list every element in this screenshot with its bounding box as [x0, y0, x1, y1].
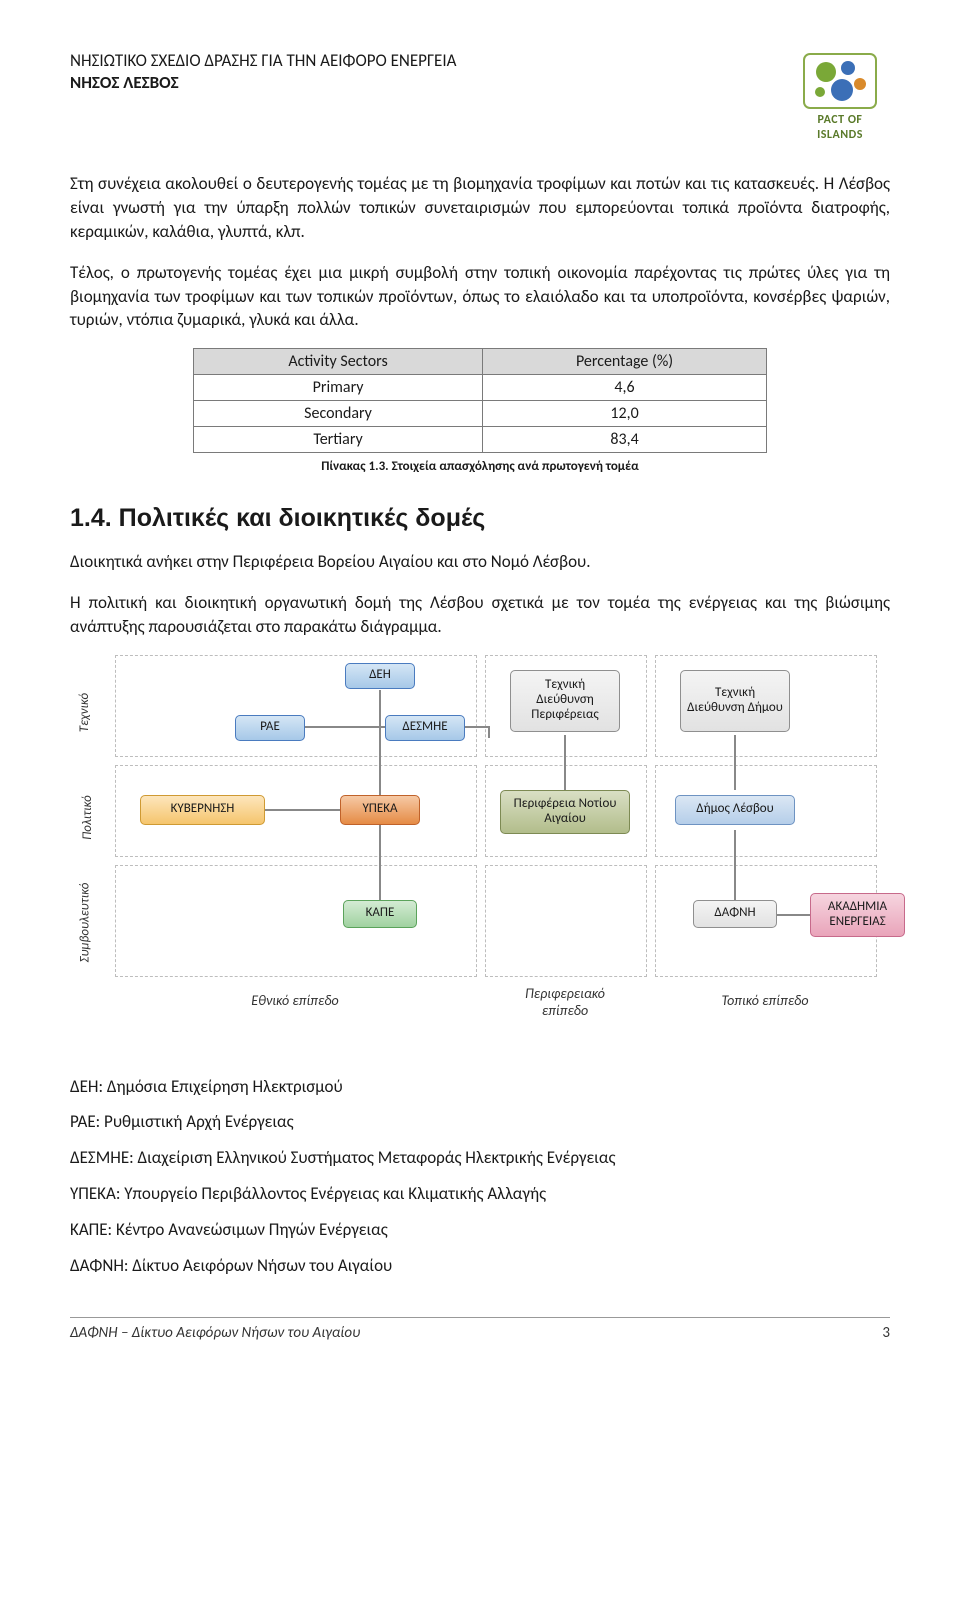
abbrev-item: ΔΕΗ: Δημόσια Επιχείρηση Ηλεκτρισμού	[70, 1075, 890, 1099]
col-label-regional: Περιφερειακό επίπεδο	[505, 985, 625, 1019]
node-td-dimou: Τεχνική Διεύθυνση Δήμου	[680, 670, 790, 732]
paragraph-1: Στη συνέχεια ακολουθεί ο δευτερογενής το…	[70, 172, 890, 243]
table-row: Primary 4,6	[194, 375, 767, 401]
node-kyvernisi: ΚΥΒΕΡΝΗΣΗ	[140, 795, 265, 825]
header-line-1: ΝΗΣΙΩΤΙΚΟ ΣΧΕΔΙΟ ΔΡΑΣΗΣ ΓΙΑ ΤΗΝ ΑΕΙΦΟΡΟ …	[70, 50, 456, 72]
paragraph-4: Η πολιτική και διοικητική οργανωτική δομ…	[70, 591, 890, 639]
header-line-2: ΝΗΣΟΣ ΛΕΣΒΟΣ	[70, 72, 456, 94]
region-national-advisory	[115, 865, 477, 977]
table-caption: Πίνακας 1.3. Στοιχεία απασχόλησης ανά πρ…	[70, 459, 890, 474]
abbreviations-block: ΔΕΗ: Δημόσια Επιχείρηση Ηλεκτρισμού ΡΑΕ:…	[70, 1075, 890, 1278]
logo-text-bottom: ISLANDS	[790, 129, 890, 142]
abbrev-item: ΡΑΕ: Ρυθμιστική Αρχή Ενέργειας	[70, 1110, 890, 1134]
node-td-perifereias: Τεχνική Διεύθυνση Περιφέρειας	[510, 670, 620, 732]
row-label-advisory: Συμβουλευτικό	[77, 882, 92, 962]
node-desmie: ΔΕΣΜΗΕ	[385, 715, 465, 741]
edge-to-desmie-stub	[488, 726, 490, 738]
table-row: Tertiary 83,4	[194, 427, 767, 453]
row-label-technical: Τεχνικό	[77, 692, 92, 731]
page-header: ΝΗΣΙΩΤΙΚΟ ΣΧΕΔΙΟ ΔΡΑΣΗΣ ΓΙΑ ΤΗΝ ΑΕΙΦΟΡΟ …	[70, 50, 890, 142]
edge-ypeka-deh	[379, 690, 381, 795]
region-regional-advisory	[485, 865, 647, 977]
page-footer: ΔΑΦΝΗ – Δίκτυο Αειφόρων Νήσων του Αιγαίο…	[70, 1317, 890, 1342]
page-number: 3	[882, 1324, 890, 1342]
col-label-local: Τοπικό επίπεδο	[721, 992, 808, 1009]
node-deh: ΔΕΗ	[345, 663, 415, 689]
logo-text-top: PACT OF	[790, 114, 890, 127]
node-dimos: Δήμος Λέσβου	[675, 795, 795, 825]
node-rae: ΡΑΕ	[235, 715, 305, 741]
edge-dimos-tddim	[734, 735, 736, 790]
col-label-national: Εθνικό επίπεδο	[251, 992, 338, 1009]
node-perifereia: Περιφέρεια Νοτίου Αιγαίου	[500, 790, 630, 834]
pact-of-islands-logo: PACT OF ISLANDS	[790, 50, 890, 142]
abbrev-item: ΥΠΕΚΑ: Υπουργείο Περιβάλλοντος Ενέργειας…	[70, 1182, 890, 1206]
region-national-technical	[115, 655, 477, 757]
row-label-political: Πολιτικό	[80, 795, 95, 840]
activity-sectors-table: Activity Sectors Percentage (%) Primary …	[193, 348, 767, 453]
abbrev-item: ΚΑΠΕ: Κέντρο Ανανεώσιμων Πηγών Ενέργειας	[70, 1218, 890, 1242]
paragraph-2: Τέλος, ο πρωτογενής τομέας έχει μια μικρ…	[70, 261, 890, 332]
edge-dimos-dafni	[734, 830, 736, 900]
logo-icon	[800, 50, 880, 112]
node-kape: ΚΑΠΕ	[343, 900, 417, 928]
table-header-percentage: Percentage (%)	[483, 349, 767, 375]
node-akadimia: ΑΚΑΔΗΜΙΑ ΕΝΕΡΓΕΙΑΣ	[810, 893, 905, 937]
edge-ypeka-kape	[379, 825, 381, 900]
org-chart: Τεχνικό Πολιτικό Συμβουλευτικό Εθνικό επ…	[75, 655, 885, 1055]
abbrev-item: ΔΕΣΜΗΕ: Διαχείριση Ελληνικού Συστήματος …	[70, 1146, 890, 1170]
section-heading: 1.4. Πολιτικές και διοικητικές δομές	[70, 504, 890, 533]
paragraph-3: Διοικητικά ανήκει στην Περιφέρεια Βορείο…	[70, 550, 890, 574]
node-dafni: ΔΑΦΝΗ	[693, 900, 777, 928]
header-title-block: ΝΗΣΙΩΤΙΚΟ ΣΧΕΔΙΟ ΔΡΑΣΗΣ ΓΙΑ ΤΗΝ ΑΕΙΦΟΡΟ …	[70, 50, 456, 94]
node-ypeka: ΥΠΕΚΑ	[340, 795, 420, 825]
edge-dafni-akad	[775, 914, 810, 916]
edge-kyv-ypeka	[265, 809, 340, 811]
footer-text: ΔΑΦΝΗ – Δίκτυο Αειφόρων Νήσων του Αιγαίο…	[70, 1324, 360, 1342]
table-row: Secondary 12,0	[194, 401, 767, 427]
table-header-sector: Activity Sectors	[194, 349, 483, 375]
abbrev-item: ΔΑΦΝΗ: Δίκτυο Αειφόρων Νήσων του Αιγαίου	[70, 1254, 890, 1278]
edge-perif-tdperi	[564, 735, 566, 790]
